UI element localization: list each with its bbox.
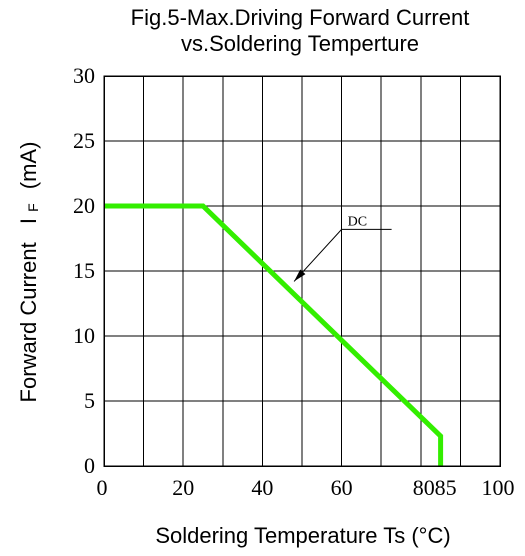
- x-tick-label: 60: [331, 475, 353, 500]
- grid: [103, 75, 501, 467]
- x-tick-label: 100: [482, 475, 515, 500]
- y-tick-label: 30: [73, 63, 95, 88]
- annotation-arrowhead: [294, 269, 306, 282]
- annotation-label: DC: [348, 214, 367, 229]
- annotation-layer: DC: [293, 214, 392, 282]
- y-tick-label: 10: [73, 323, 95, 348]
- y-tick-label: 25: [73, 128, 95, 153]
- series-layer: [104, 203, 444, 466]
- chart-title: Fig.5-Max.Driving Forward Current vs.Sol…: [131, 5, 470, 56]
- y-axis-title-main: Forward Current: [16, 242, 41, 402]
- plot-frame: [103, 75, 501, 467]
- y-tick-label: 5: [84, 388, 95, 413]
- x-axis-ticks: 0 20 40 60 80 85 100: [97, 475, 515, 500]
- y-axis-title-unit: (mA): [16, 142, 41, 190]
- plot-area: DC: [103, 75, 501, 467]
- y-axis-title: Forward Current I F (mA): [16, 142, 43, 403]
- annotation-leader-line: [293, 228, 392, 282]
- y-axis-title-symbol: I: [16, 218, 41, 224]
- x-tick-label: 0: [97, 475, 108, 500]
- x-tick-label: 80: [413, 475, 435, 500]
- y-tick-label: 0: [84, 453, 95, 478]
- y-axis-ticks: 0 5 10 15 20 25 30: [73, 63, 95, 478]
- y-axis-title-subscript: F: [25, 203, 41, 212]
- y-tick-label: 15: [73, 258, 95, 283]
- chart-title-line-2: vs.Soldering Temperture: [181, 31, 419, 56]
- x-tick-label: 20: [172, 475, 194, 500]
- series-line-dc: [104, 203, 444, 466]
- x-tick-label: 40: [251, 475, 273, 500]
- x-tick-label: 85: [435, 475, 457, 500]
- x-axis-title: Soldering Temperature Ts (°C): [155, 523, 450, 548]
- chart-title-line-1: Fig.5-Max.Driving Forward Current: [131, 5, 470, 30]
- y-tick-label: 20: [73, 193, 95, 218]
